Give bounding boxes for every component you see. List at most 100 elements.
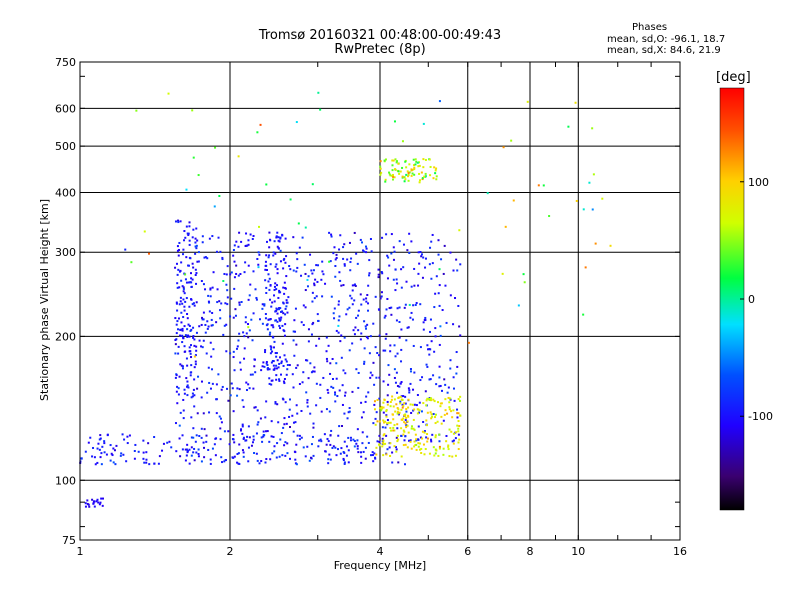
data-point (391, 164, 394, 167)
data-point (234, 308, 237, 311)
data-point (255, 432, 258, 435)
data-point (186, 313, 189, 316)
data-point (415, 438, 418, 441)
data-point (383, 399, 386, 402)
data-point (288, 265, 291, 268)
data-point (178, 437, 181, 440)
data-point (182, 286, 185, 289)
data-point (381, 236, 384, 239)
data-point (197, 375, 200, 378)
data-point (438, 284, 441, 287)
data-point (392, 175, 395, 178)
data-point (193, 338, 196, 341)
data-point (428, 378, 431, 381)
data-point (374, 423, 377, 426)
data-point (192, 427, 195, 430)
data-point (279, 318, 282, 321)
data-point (194, 440, 197, 443)
data-point (343, 461, 346, 464)
data-point (387, 256, 390, 259)
data-point (416, 412, 419, 415)
data-point (262, 435, 265, 438)
data-point (384, 337, 387, 340)
data-point (270, 324, 273, 327)
data-point (247, 446, 250, 449)
data-point (200, 396, 203, 399)
data-point (212, 271, 215, 274)
data-point (272, 254, 275, 257)
data-point (207, 366, 210, 369)
data-point (510, 139, 513, 142)
data-point (324, 450, 327, 453)
data-point (304, 455, 307, 458)
data-point (233, 369, 236, 372)
data-point (184, 300, 187, 303)
data-point (123, 438, 126, 441)
data-point (413, 440, 416, 443)
data-point (182, 290, 185, 293)
data-point (304, 289, 307, 292)
data-point (195, 345, 198, 348)
data-point (369, 335, 372, 338)
data-point (404, 443, 407, 446)
data-point (341, 403, 344, 406)
data-point (438, 343, 441, 346)
data-point (98, 503, 101, 506)
data-point (284, 323, 287, 326)
data-point (275, 374, 278, 377)
data-point (312, 426, 315, 429)
data-point (177, 219, 180, 222)
data-point (247, 336, 250, 339)
data-point (233, 455, 236, 458)
data-point (187, 234, 190, 237)
data-point (407, 387, 410, 390)
data-point (384, 314, 387, 317)
data-point (236, 461, 239, 464)
data-point (241, 399, 244, 402)
data-point (409, 316, 412, 319)
data-point (105, 453, 108, 456)
data-point (454, 454, 457, 457)
data-point (284, 358, 287, 361)
data-point (227, 399, 230, 402)
data-point (413, 284, 416, 287)
data-point (177, 352, 180, 355)
data-point (375, 376, 378, 379)
data-point (202, 339, 205, 342)
data-point (213, 443, 216, 446)
data-point (426, 397, 429, 400)
data-point (241, 425, 244, 428)
data-point (315, 295, 318, 298)
data-point (277, 236, 280, 239)
data-point (111, 454, 114, 457)
data-point (284, 313, 287, 316)
data-point (187, 386, 190, 389)
data-point (343, 440, 346, 443)
data-point (452, 269, 455, 272)
data-point (143, 461, 146, 464)
data-point (226, 303, 229, 306)
data-point (458, 438, 461, 441)
data-point (423, 175, 426, 178)
data-point (185, 357, 188, 360)
data-point (443, 378, 446, 381)
data-point (238, 388, 241, 391)
data-point (100, 452, 103, 455)
data-point (367, 309, 370, 312)
data-point (376, 351, 379, 354)
data-point (394, 289, 397, 292)
data-point (392, 278, 395, 281)
data-point (432, 398, 435, 401)
data-point (267, 273, 270, 276)
data-point (362, 249, 365, 252)
data-point (278, 379, 281, 382)
data-point (106, 434, 109, 437)
data-point (264, 351, 267, 354)
data-point (433, 306, 436, 309)
data-point (274, 352, 277, 355)
data-point (310, 371, 313, 374)
data-point (276, 268, 279, 271)
data-point (382, 349, 385, 352)
data-point (233, 244, 236, 247)
data-point (99, 456, 102, 459)
